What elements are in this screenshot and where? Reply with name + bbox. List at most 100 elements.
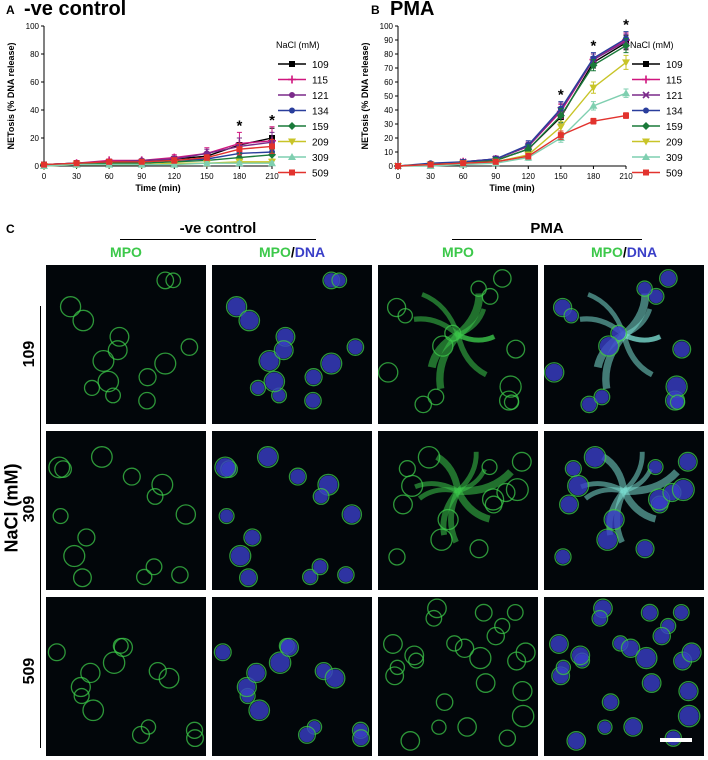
chart-b-legend-marker: [642, 153, 650, 160]
chart-b-significance-star: *: [623, 18, 629, 34]
cell-outline: [48, 456, 71, 479]
net-strand: [427, 331, 460, 369]
chart-b-legend-label: 109: [666, 60, 683, 71]
cell-outline: [382, 634, 403, 654]
nucleus: [637, 540, 653, 557]
nucleus: [593, 611, 607, 626]
cell-outline: [288, 467, 307, 486]
cell-outline: [138, 391, 156, 410]
cell-outline: [158, 667, 180, 689]
cell-outline: [435, 693, 454, 711]
nucleus: [673, 341, 690, 357]
cell-outline: [427, 598, 447, 619]
cell-outline: [400, 731, 421, 751]
cell-outline: [470, 280, 487, 297]
micrograph-canvas: [378, 269, 526, 414]
nucleus: [585, 447, 605, 467]
cell-outline: [320, 352, 343, 375]
column-label-4: MPO/DNA: [590, 244, 658, 260]
cell-outline: [214, 456, 237, 479]
nucleus: [555, 549, 571, 564]
chart-b-xtick-label: 60: [459, 172, 468, 181]
cell-outline: [63, 544, 86, 568]
cell-outline: [417, 445, 441, 469]
chart-a-y-axis-title: NETosis (% DNA release): [6, 42, 16, 149]
nucleus: [683, 644, 701, 661]
chart-b-xtick-label: 30: [426, 172, 435, 181]
nucleus: [557, 661, 570, 674]
cell-outline: [640, 603, 659, 622]
chart-a-data-point: [41, 161, 47, 168]
chart-a-legend-item-309: 309: [278, 153, 329, 164]
nucleus: [554, 299, 571, 316]
cell-outline: [554, 548, 572, 566]
chart-a-data-point: [138, 158, 145, 165]
chart-b-legend-item-121: 121: [632, 91, 683, 102]
cell-outline: [446, 635, 463, 652]
chart-a-legend-item-115: 115: [278, 75, 328, 87]
cell-outline: [641, 673, 662, 693]
chart-a-series-line: [43, 145, 273, 166]
chart-b-legend-item-509: 509: [632, 169, 683, 180]
chart-a-legend-item-209: 209: [278, 138, 329, 149]
net-strand: [623, 308, 653, 338]
chart-b-xtick-label: 210: [619, 172, 633, 181]
netosis-chart-control: 0 20 40 60 80 100 0 30 60 90 120 150 180 210 Time (min…: [6, 22, 329, 193]
cell-outline: [154, 352, 177, 375]
nucleus: [305, 393, 321, 408]
group-label-control: -ve control: [179, 220, 257, 237]
chart-a-legend-label: 509: [312, 169, 329, 180]
chart-a-legend-label: 209: [312, 138, 329, 149]
cell-outline: [105, 387, 122, 404]
nucleus: [571, 647, 589, 664]
chart-b-data-point: [556, 111, 565, 120]
cell-outline: [430, 528, 453, 551]
micrograph-canvas: [548, 598, 702, 751]
row-label-bracket: [40, 306, 41, 748]
chart-b-data-point: [623, 112, 629, 119]
chart-a-data-point: [106, 158, 113, 165]
cell-outline: [567, 474, 590, 497]
micrograph-r2-c2: [212, 431, 372, 590]
chart-a-data-point: [269, 143, 275, 150]
cell-outline: [678, 680, 699, 702]
nucleus: [353, 730, 369, 746]
nucleus: [290, 469, 306, 485]
chart-b-legend-label: 115: [666, 76, 682, 87]
chart-b-data-point: [557, 132, 564, 139]
cell-outline: [312, 488, 330, 505]
nucleus: [321, 354, 341, 373]
chart-b-ytick-label: 50: [384, 92, 393, 101]
chart-b-legend-label: 309: [666, 153, 683, 164]
nucleus: [275, 341, 293, 359]
cell-outline: [620, 638, 641, 659]
cell-outline: [72, 568, 92, 588]
nucleus: [251, 381, 265, 395]
cell-outline: [596, 528, 619, 551]
cell-outline: [107, 340, 128, 361]
cell-outline: [72, 309, 95, 332]
column-label-1: MPO: [110, 244, 142, 260]
micrograph-canvas: [388, 445, 532, 566]
cell-outline: [672, 603, 690, 621]
nucleus: [249, 701, 269, 720]
nucleus: [545, 363, 563, 381]
nucleus: [597, 530, 618, 550]
cell-outline: [505, 478, 529, 502]
chart-b-ytick-label: 60: [384, 78, 393, 87]
nucleus: [270, 653, 290, 673]
chart-a-xtick-label: 210: [265, 172, 279, 181]
cell-outline: [635, 539, 655, 559]
nucleus: [220, 509, 234, 523]
nucleus: [303, 570, 317, 584]
cell-outline: [506, 603, 524, 621]
micrograph-canvas: [225, 271, 365, 410]
nucleus: [595, 390, 609, 404]
nucleus: [599, 337, 618, 356]
chart-a-legend-marker: [289, 92, 295, 98]
cell-outline: [481, 287, 499, 305]
chart-b-xtick-label: 0: [396, 172, 401, 181]
chart-b-legend-item-309: 309: [632, 153, 683, 164]
chart-a-data-point: [202, 159, 211, 167]
cell-outline: [213, 643, 232, 662]
